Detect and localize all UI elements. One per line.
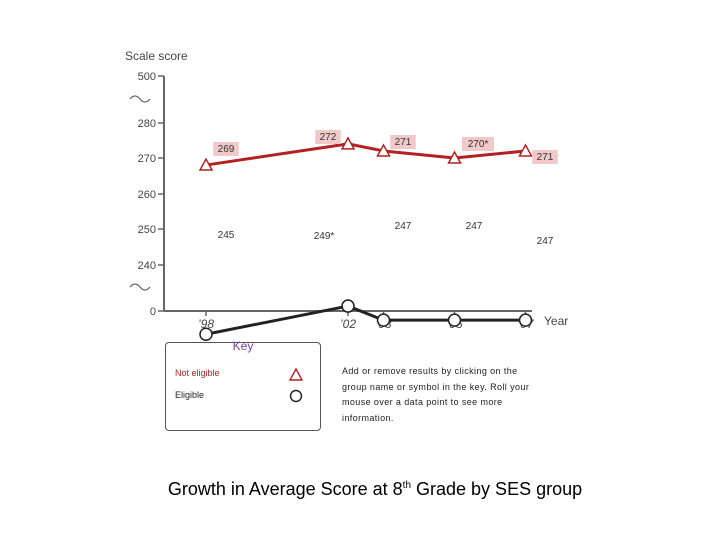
data-label: 247 xyxy=(537,236,554,247)
y-tick-label: 250 xyxy=(138,224,156,236)
data-label: 271 xyxy=(537,152,554,163)
y-tick-label: 240 xyxy=(138,260,156,272)
data-label-bg xyxy=(390,135,416,149)
series-layer xyxy=(198,136,533,341)
y-tick-label: 500 xyxy=(138,71,156,83)
data-label: 271 xyxy=(395,137,412,148)
data-label: 270* xyxy=(468,139,489,150)
data-label: 272 xyxy=(320,132,337,143)
circle-icon[interactable] xyxy=(288,389,304,405)
data-point-eligible xyxy=(447,313,462,327)
key-label-not-eligible[interactable]: Not eligible xyxy=(175,368,220,378)
data-point-eligible xyxy=(341,299,355,313)
axis-break-icon xyxy=(129,283,151,291)
data-point-not-eligible xyxy=(198,157,214,171)
data-label: 249* xyxy=(314,231,335,242)
y-tick-label: 0 xyxy=(150,306,156,318)
y-tick-label: 280 xyxy=(138,118,156,130)
data-label-bg xyxy=(532,150,558,164)
data-label-bg xyxy=(213,142,239,156)
figure-caption: Growth in Average Score at 8th Grade by … xyxy=(0,479,720,500)
data-point-not-eligible xyxy=(518,143,533,157)
data-point-eligible xyxy=(518,313,533,327)
data-label: 269 xyxy=(218,144,235,155)
data-label: 245 xyxy=(218,230,235,241)
caption-tail: Grade by SES group xyxy=(411,479,583,499)
data-label-bg xyxy=(315,130,341,144)
y-tick-label: 270 xyxy=(138,153,156,165)
data-point-not-eligible xyxy=(447,150,462,164)
y-axis-title: Scale score xyxy=(125,49,188,63)
caption-superscript: th xyxy=(402,480,412,491)
caption-main: Growth in Average Score at 8 xyxy=(167,479,403,499)
data-label-bg xyxy=(462,137,494,151)
data-point-not-eligible xyxy=(340,136,356,150)
data-label: 247 xyxy=(395,221,412,232)
key-panel: Key Not eligible Eligible xyxy=(165,339,321,431)
triangle-icon[interactable] xyxy=(288,367,304,383)
instructions-text: Add or remove results by clicking on the… xyxy=(342,366,530,423)
data-labels: 269 272 271 270* 271 245 249* 247 247 247 xyxy=(213,130,558,247)
x-tick-label: ’02 xyxy=(340,317,356,331)
key-item-not-eligible[interactable]: Not eligible xyxy=(175,367,312,383)
x-tick-label: ’98 xyxy=(198,317,214,331)
data-point-not-eligible xyxy=(376,143,391,157)
data-point-eligible xyxy=(199,327,213,341)
x-axis-title: Year xyxy=(544,314,568,328)
data-label: 247 xyxy=(466,221,483,232)
y-tick-label: 260 xyxy=(138,189,156,201)
key-title: Key xyxy=(232,339,254,353)
axis-break-icon xyxy=(129,95,151,103)
key-label-eligible[interactable]: Eligible xyxy=(175,390,205,400)
key-item-eligible[interactable]: Eligible xyxy=(175,389,312,405)
data-point-eligible xyxy=(376,313,391,327)
